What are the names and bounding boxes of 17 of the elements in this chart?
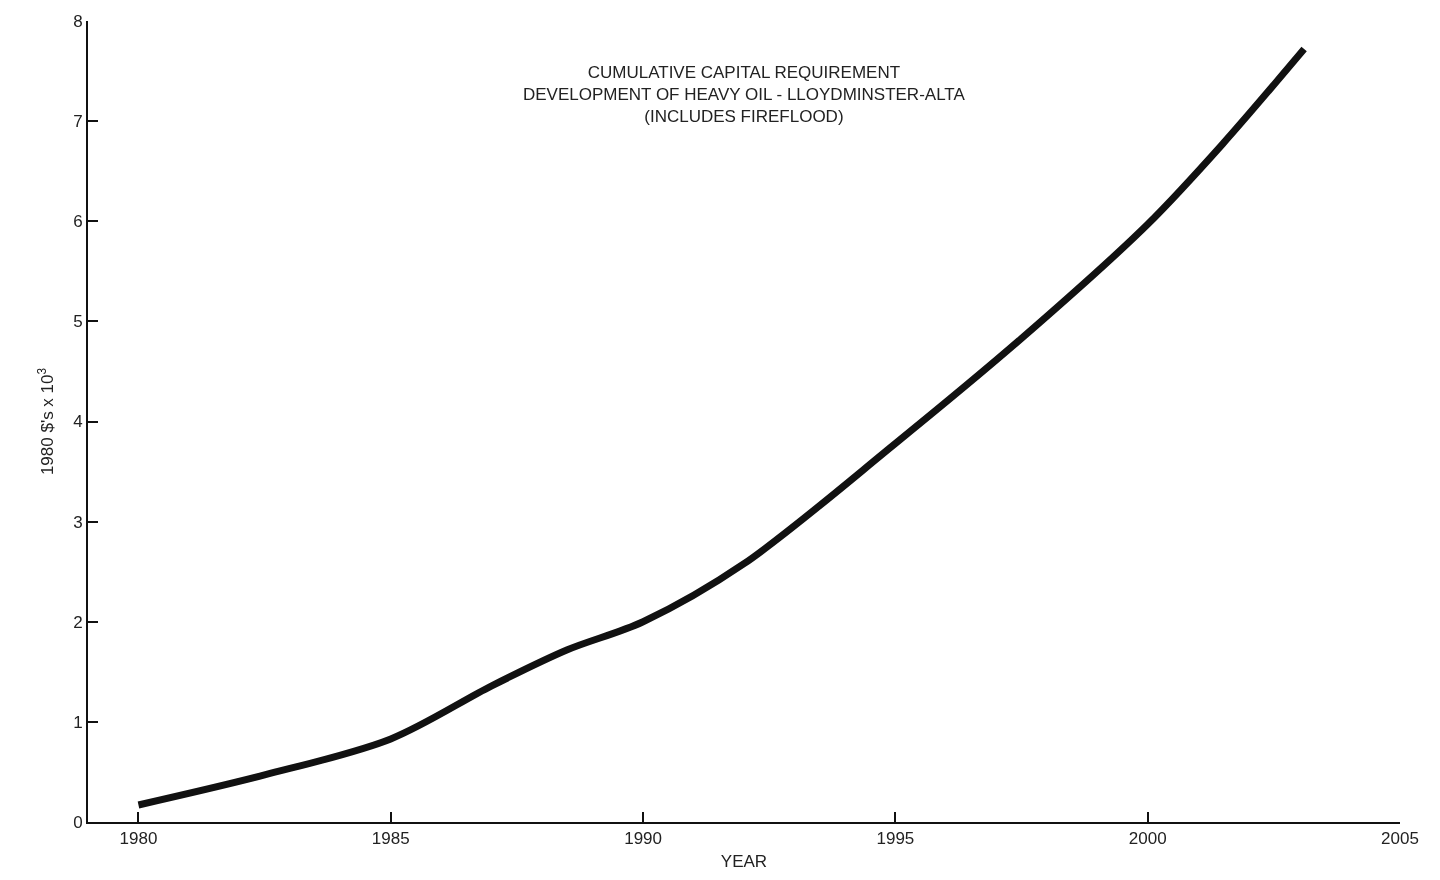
y-tick-label: 5 <box>73 312 83 332</box>
y-tick-label: 6 <box>73 212 83 232</box>
x-tick-label: 2000 <box>1128 829 1167 849</box>
y-tick-label: 1 <box>73 712 83 732</box>
x-tick-label: 1990 <box>624 829 662 849</box>
y-tick-label: 0 <box>73 812 83 832</box>
y-tick-label: 2 <box>73 612 83 632</box>
x-tick-label: 1995 <box>876 829 915 849</box>
y-tick-label: 4 <box>73 412 83 432</box>
x-tick-label: 1980 <box>119 829 158 849</box>
x-tick-label: 1985 <box>371 829 410 849</box>
x-axis-title: YEAR <box>720 852 768 872</box>
x-tick-label: 2005 <box>1381 829 1419 849</box>
y-tick-label: 3 <box>73 512 83 532</box>
text: CUMULATIVE CAPITAL REQUIREMENT DEVELOPMENT OF HEAVY OIL - LLOYDMINSTER-ALTA (INCLUDES FIREFLOOD) <box>523 63 966 127</box>
y-tick-label: 7 <box>73 112 83 132</box>
y-tick-label: 8 <box>73 11 83 31</box>
